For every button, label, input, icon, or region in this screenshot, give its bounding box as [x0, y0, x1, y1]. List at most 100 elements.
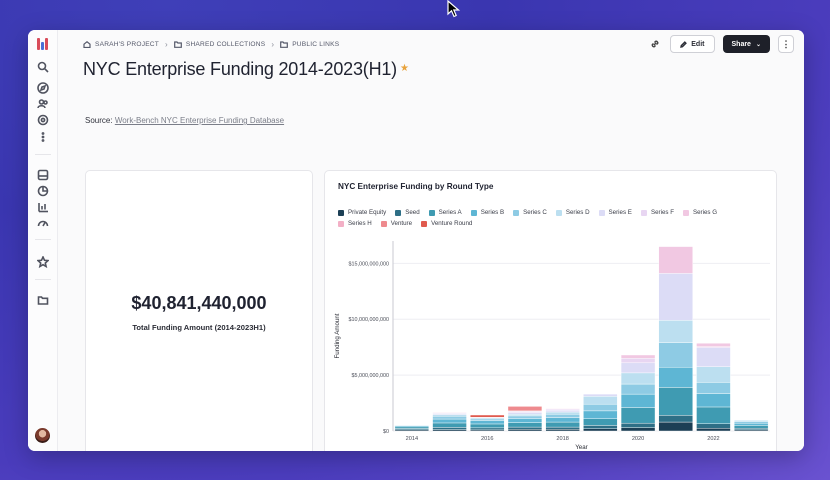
bar-segment [620, 362, 656, 374]
bar-segment [620, 372, 656, 385]
dashboard-icon[interactable] [36, 168, 50, 182]
breadcrumb-item-collections[interactable]: SHARED COLLECTIONS [173, 41, 265, 48]
bar-segment [733, 428, 769, 431]
bar-segment [545, 426, 580, 430]
bar-segment [696, 406, 731, 424]
top-bar: SARAH'S PROJECT › SHARED COLLECTIONS › P… [58, 30, 804, 58]
legend-label: Series H [348, 220, 372, 227]
source-line: Source: Work-Bench NYC Enterprise Fundin… [85, 116, 284, 125]
bar-segment [620, 407, 656, 424]
breadcrumb-item-public-links[interactable]: PUBLIC LINKS [280, 41, 339, 48]
star-icon[interactable] [36, 255, 50, 269]
app-window: SARAH'S PROJECT › SHARED COLLECTIONS › P… [28, 30, 804, 451]
users-icon[interactable] [36, 97, 50, 111]
legend-swatch [640, 209, 647, 216]
breadcrumb-item-project[interactable]: SARAH'S PROJECT [83, 41, 159, 48]
legend-item[interactable]: Venture Round [421, 220, 472, 227]
bar-segment [583, 410, 618, 419]
bar-segment [583, 418, 618, 426]
legend-label: Venture Round [431, 220, 473, 227]
bar-segment [658, 387, 693, 416]
legend-swatch [338, 220, 344, 227]
search-icon[interactable] [36, 60, 50, 74]
bar-segment [733, 425, 769, 429]
copy-link-button[interactable] [648, 37, 662, 51]
legend-swatch [395, 209, 402, 216]
bar-segment [432, 416, 467, 420]
folder-icon [173, 41, 182, 48]
edit-button[interactable]: Edit [670, 35, 715, 53]
y-tick-label: $15,000,000,000 [349, 261, 389, 267]
legend-item[interactable]: Series B [470, 209, 504, 216]
legend-item[interactable]: Series H [338, 220, 372, 227]
legend-item[interactable]: Venture [380, 220, 412, 227]
bar-segment [620, 354, 656, 359]
bar-segment [620, 383, 656, 395]
kpi-label: Total Funding Amount (2014-2023H1) [132, 323, 266, 332]
y-tick-label: $5,000,000,000 [352, 373, 389, 379]
y-axis-label: Funding Amount [334, 313, 341, 358]
chart-legend: Private Equity Seed Series A Series B Series… [338, 209, 758, 227]
bar-segment [658, 367, 693, 388]
bar-segment [507, 406, 543, 412]
bar-segment [658, 320, 693, 343]
kpi-value: $40,841,440,000 [131, 293, 267, 313]
legend-item[interactable]: Series D [555, 209, 590, 216]
breadcrumb-separator: › [271, 40, 275, 49]
pie-chart-icon[interactable] [36, 184, 50, 198]
compass-icon[interactable] [36, 81, 50, 95]
bar-segment [507, 415, 543, 419]
eye-icon[interactable] [36, 113, 50, 127]
legend-swatch [555, 209, 562, 216]
bar-segment [696, 382, 731, 394]
bar-segment [432, 422, 467, 428]
bar-segment [394, 424, 430, 426]
bar-segment [658, 415, 693, 423]
legend-item[interactable]: Private Equity [338, 209, 386, 216]
more-options-button[interactable]: ⋮ [778, 35, 794, 53]
sidebar [28, 30, 58, 451]
legend-item[interactable]: Seed [395, 209, 420, 216]
share-button-label: Share [731, 40, 751, 48]
breadcrumb: SARAH'S PROJECT › SHARED COLLECTIONS › P… [83, 40, 339, 49]
bar-segment [432, 418, 467, 424]
favorite-star-icon[interactable]: ★ [400, 63, 409, 74]
bar-segment [620, 422, 656, 428]
legend-item[interactable]: Series F [640, 209, 674, 216]
bar-segment [696, 343, 731, 347]
folder-icon [280, 41, 289, 48]
page-title: NYC Enterprise Funding 2014-2023(H1) [83, 59, 397, 79]
gauge-icon[interactable] [36, 216, 50, 230]
bar-segment [507, 422, 543, 428]
user-avatar[interactable] [35, 428, 50, 443]
chart-card: NYC Enterprise Funding by Round Type Pri… [324, 170, 777, 451]
bar-segment [545, 410, 580, 413]
bar-segment [696, 423, 731, 429]
bar-segment [620, 393, 656, 408]
bar-segment [470, 420, 505, 425]
bar-segment [470, 423, 505, 429]
source-link[interactable]: Work-Bench NYC Enterprise Funding Databa… [114, 116, 285, 125]
legend-item[interactable]: Series A [428, 209, 462, 216]
legend-label: Private Equity [348, 209, 387, 216]
bar-segment [470, 414, 505, 418]
bar-segment [507, 429, 543, 432]
stacked-bar-chart: $0 $5,000,000,000 $10,000,000,000 $15,000,0… [334, 241, 770, 451]
home-icon [83, 41, 91, 48]
bar-chart-icon[interactable] [36, 200, 50, 214]
legend-swatch [380, 220, 387, 227]
bar-segment [545, 429, 580, 432]
legend-swatch [421, 220, 428, 227]
legend-item[interactable]: Series E [598, 209, 632, 216]
legend-swatch [513, 209, 520, 216]
more-vertical-icon[interactable] [36, 130, 50, 144]
x-tick-label: 2014 [406, 436, 418, 442]
folder-icon[interactable] [36, 293, 50, 307]
share-button[interactable]: Share ⌄ [722, 35, 770, 53]
legend-item[interactable]: Series C [513, 209, 547, 216]
x-tick-label: 2020 [632, 436, 644, 442]
sidebar-divider [35, 279, 51, 280]
app-logo[interactable] [37, 38, 49, 50]
legend-item[interactable]: Series G [682, 209, 717, 216]
legend-label: Series C [523, 209, 547, 216]
